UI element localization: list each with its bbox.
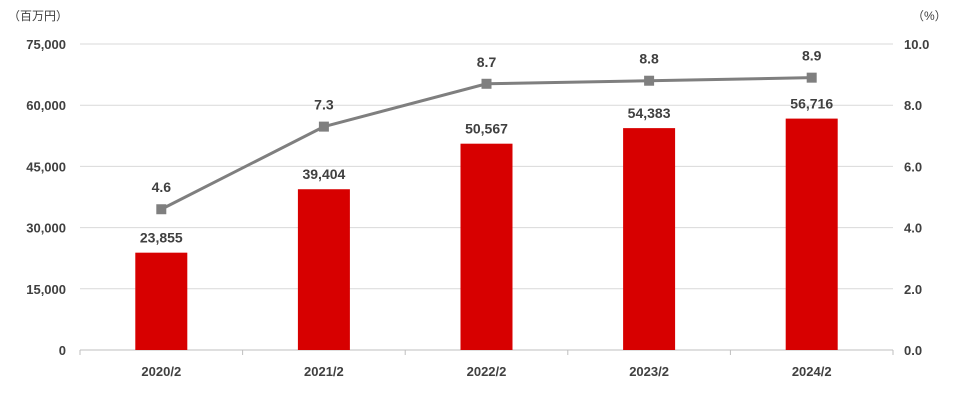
left-axis-tick-label: 0 (59, 343, 66, 358)
line-value-label: 4.6 (152, 179, 172, 195)
x-axis-category-label: 2021/2 (304, 364, 344, 379)
right-axis-tick-label: 8.0 (904, 98, 922, 113)
right-axis-tick-label: 4.0 (904, 221, 922, 236)
right-axis-tick-label: 0.0 (904, 343, 922, 358)
bar (460, 143, 513, 350)
left-axis-tick-label: 45,000 (26, 159, 66, 174)
bar (785, 118, 838, 350)
line-marker (481, 78, 492, 89)
line-value-label: 8.8 (639, 51, 659, 67)
left-axis-tick-label: 75,000 (26, 37, 66, 52)
line-marker (644, 75, 655, 86)
right-axis-tick-label: 10.0 (904, 37, 929, 52)
line-value-label: 8.9 (802, 48, 822, 64)
line-marker (806, 72, 817, 83)
right-axis-tick-label: 6.0 (904, 159, 922, 174)
left-axis-unit-label: （百万円） (8, 9, 68, 23)
x-axis-category-label: 2023/2 (629, 364, 669, 379)
x-axis-category-label: 2020/2 (141, 364, 181, 379)
bar-value-label: 50,567 (465, 121, 508, 137)
bar-value-label: 56,716 (790, 96, 833, 112)
bar-value-label: 54,383 (628, 105, 671, 121)
bar (623, 128, 676, 350)
bar-value-label: 39,404 (302, 166, 345, 182)
bar (135, 252, 188, 350)
bar (297, 189, 350, 350)
left-axis-tick-label: 15,000 (26, 282, 66, 297)
right-axis-unit-label: （%） (912, 9, 947, 23)
line-value-label: 7.3 (314, 97, 334, 113)
x-axis-category-label: 2024/2 (792, 364, 832, 379)
line-value-label: 8.7 (477, 54, 497, 70)
bar-value-label: 23,855 (140, 230, 183, 246)
right-axis-tick-label: 2.0 (904, 282, 922, 297)
x-axis-category-label: 2022/2 (467, 364, 507, 379)
line-marker (156, 204, 167, 215)
left-axis-tick-label: 30,000 (26, 221, 66, 236)
left-axis-tick-label: 60,000 (26, 98, 66, 113)
line-marker (318, 121, 329, 132)
